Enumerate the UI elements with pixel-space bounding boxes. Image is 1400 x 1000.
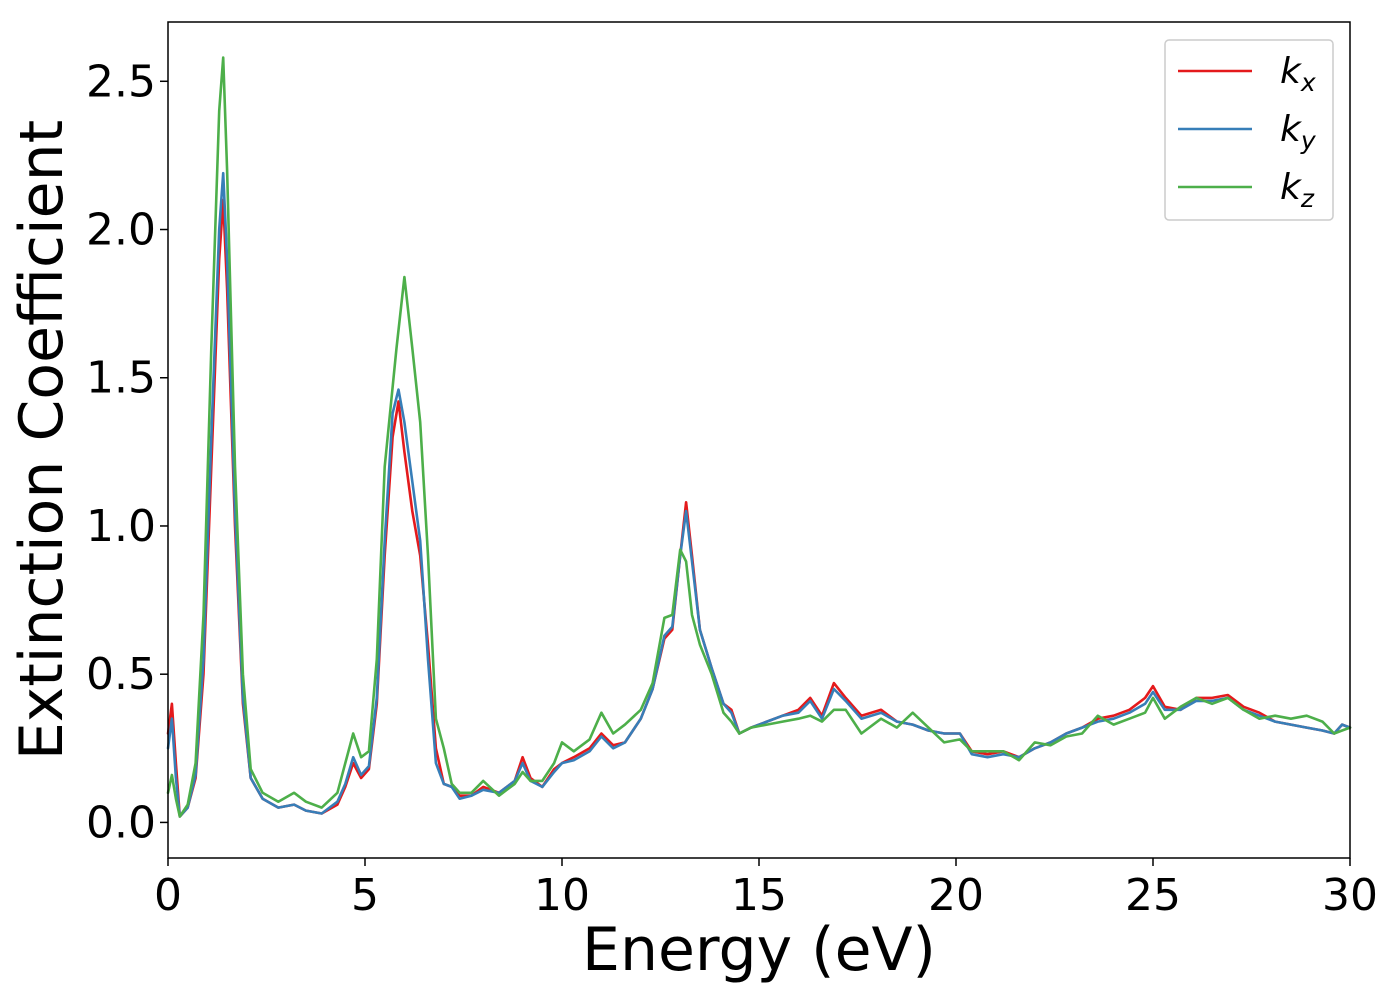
legend-label-base: k <box>1280 167 1303 208</box>
y-tick-label: 1.5 <box>86 353 156 404</box>
x-tick-label: 5 <box>351 870 379 921</box>
y-tick-label: 2.0 <box>86 205 156 256</box>
x-axis-title: Energy (eV) <box>582 915 936 985</box>
series-line-ky <box>166 171 1352 818</box>
y-tick-label: 1.0 <box>86 501 156 552</box>
legend-item-kz: kz <box>1178 167 1315 213</box>
x-tick-label: 15 <box>731 870 787 921</box>
y-tick-label: 2.5 <box>86 56 156 107</box>
series-line-kz <box>166 56 1352 818</box>
y-tick-label: 0.5 <box>86 649 156 700</box>
legend-label-base: k <box>1280 109 1303 150</box>
legend-label-subscript: x <box>1300 68 1316 97</box>
legend-label-subscript: z <box>1300 184 1315 213</box>
y-tick-label: 0.0 <box>86 797 156 848</box>
legend-label: kx <box>1280 51 1316 97</box>
y-axis-ticks: 0.0 0.5 1.0 1.5 2.0 2.5 <box>86 56 168 848</box>
series-layer <box>166 56 1352 818</box>
x-tick-label: 30 <box>1322 870 1378 921</box>
x-tick-label: 10 <box>534 870 590 921</box>
x-axis-ticks: 0 5 10 15 20 25 30 <box>154 858 1378 921</box>
legend-item-kx: kx <box>1178 51 1316 97</box>
x-tick-label: 25 <box>1125 870 1181 921</box>
legend-label-base: k <box>1280 51 1303 92</box>
legend-label: kz <box>1280 167 1315 213</box>
legend-label-subscript: y <box>1300 126 1317 155</box>
legend-label: ky <box>1280 109 1317 155</box>
x-tick-label: 0 <box>154 870 182 921</box>
legend-item-ky: ky <box>1178 109 1317 155</box>
y-axis-title: Extinction Coefficient <box>7 120 77 760</box>
x-tick-label: 20 <box>928 870 984 921</box>
